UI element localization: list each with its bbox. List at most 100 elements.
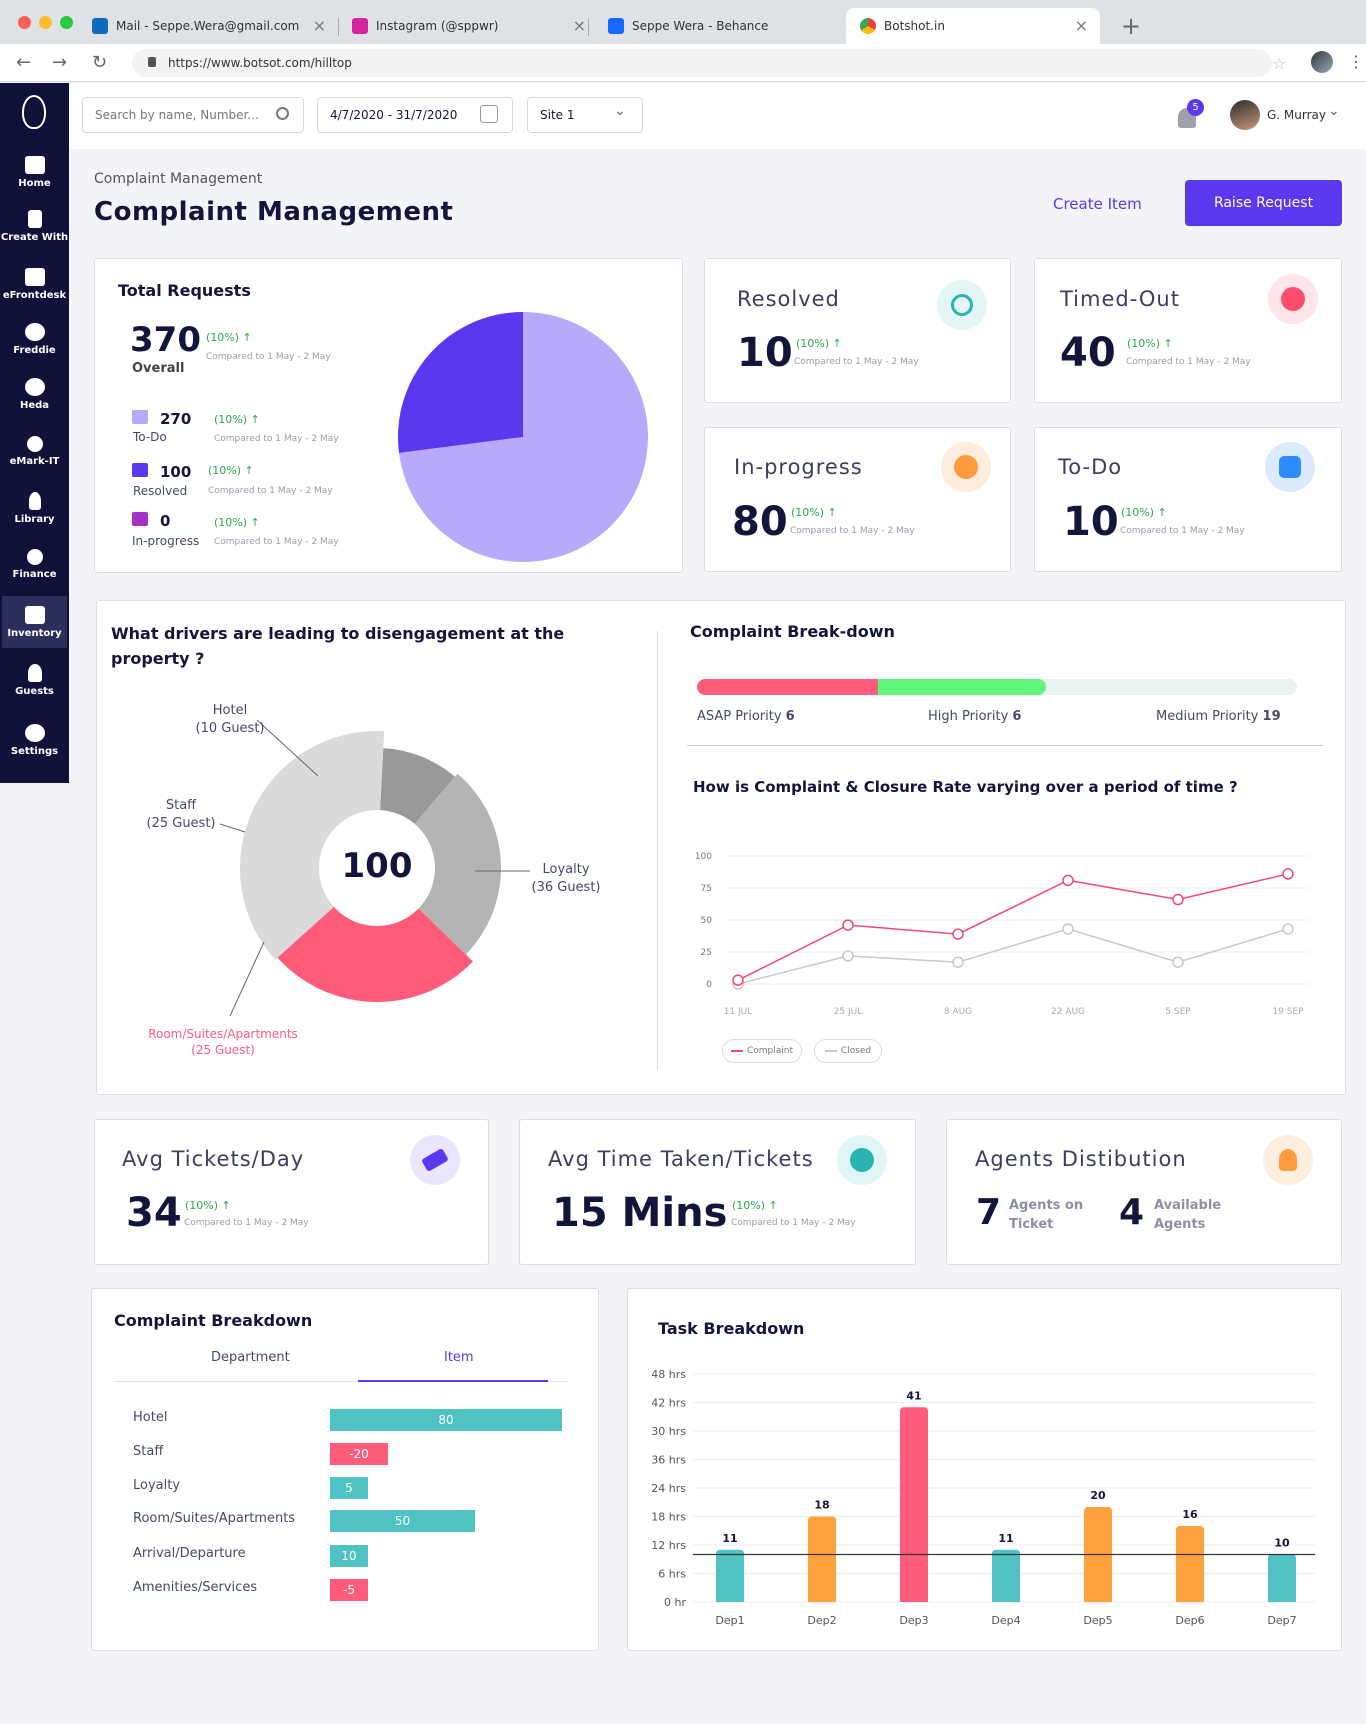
- bar-value-label: 18: [814, 1499, 829, 1512]
- sidebar-item-inventory[interactable]: Inventory: [2, 596, 67, 648]
- resolved-label: Resolved: [133, 484, 188, 498]
- user-name[interactable]: G. Murray: [1267, 108, 1326, 122]
- legend-complaint[interactable]: Complaint: [722, 1039, 802, 1063]
- bar-dep6[interactable]: [1176, 1526, 1204, 1602]
- chart-grid: [728, 855, 1308, 985]
- agents-on-ticket-label: Agents on Ticket: [1009, 1196, 1083, 1234]
- bar-category-label: Loyalty: [133, 1478, 181, 1493]
- calendar-icon[interactable]: [480, 105, 498, 123]
- data-point-closed: [1172, 956, 1184, 968]
- browser-tab-mail[interactable]: Mail - Seppe.Wera@gmail.com ×: [78, 8, 338, 44]
- priority-high: High Priority 6: [928, 709, 1021, 724]
- bar-loyalty[interactable]: 5: [330, 1477, 368, 1499]
- bar-dep1[interactable]: [716, 1549, 744, 1602]
- bar-arrival-departure[interactable]: 10: [330, 1545, 368, 1567]
- x-tick-label: 5 SEP: [1165, 1007, 1191, 1017]
- bar-dep2[interactable]: [808, 1516, 836, 1603]
- sidebar-item-guests[interactable]: Guests: [0, 652, 69, 708]
- bar-dep7[interactable]: [1268, 1554, 1296, 1603]
- browser-menu-icon[interactable]: ⋮: [1348, 52, 1364, 71]
- ticket-badge-icon: [410, 1135, 460, 1185]
- bar-hotel[interactable]: 80: [330, 1409, 562, 1431]
- sidebar-item-heda[interactable]: Heda: [0, 366, 69, 422]
- data-point-complaint: [732, 974, 744, 986]
- sidebar-item-finance[interactable]: Finance: [0, 536, 69, 592]
- close-tab-icon[interactable]: ×: [312, 16, 326, 35]
- y-tick-label: 24 hrs: [651, 1482, 686, 1495]
- kpi-compared: Compared to 1 May - 2 May: [731, 1218, 856, 1228]
- new-tab-icon[interactable]: +: [1121, 12, 1142, 40]
- data-point-complaint: [1062, 874, 1074, 887]
- label-name: Room/Suites/Apartments: [148, 1027, 298, 1041]
- date-range-picker[interactable]: 4/7/2020 - 31/7/2020: [317, 97, 513, 133]
- pie-slice-room-suites-apartments: [277, 868, 473, 1002]
- user-avatar[interactable]: [1230, 100, 1260, 130]
- data-point-complaint: [1172, 893, 1184, 906]
- bookmark-star-icon[interactable]: ☆: [1272, 54, 1287, 73]
- maximize-window-icon[interactable]: [60, 16, 73, 29]
- forward-icon[interactable]: →: [52, 52, 68, 73]
- bar-dep3[interactable]: [900, 1407, 928, 1602]
- site-select[interactable]: Site 1: [527, 97, 643, 133]
- tab-label: Mail - Seppe.Wera@gmail.com: [116, 19, 300, 33]
- arrow-up-icon: ↑: [1163, 337, 1173, 350]
- browser-tab-behance[interactable]: Seppe Wera - Behance: [594, 8, 844, 44]
- browser-tab-botshot[interactable]: Botshot.in ×: [846, 8, 1100, 44]
- in-progress-pct: (10%) ↑: [214, 516, 260, 529]
- url-field[interactable]: https://www.botsot.com/hilltop: [132, 49, 1272, 77]
- close-tab-icon[interactable]: ×: [572, 16, 586, 35]
- resolved-compared: Compared to 1 May - 2 May: [208, 486, 333, 496]
- legend-swatch-todo: [132, 410, 148, 424]
- raise-request-button[interactable]: Raise Request: [1185, 180, 1342, 226]
- divider: [657, 631, 658, 1070]
- todo-compared: Compared to 1 May - 2 May: [214, 434, 339, 444]
- pct-text: (10%): [185, 1199, 219, 1212]
- search-input[interactable]: [82, 97, 304, 133]
- y-tick-label: 50: [701, 916, 713, 926]
- kpi-value: 40: [1060, 330, 1116, 376]
- back-icon[interactable]: ←: [16, 52, 32, 73]
- bar-staff[interactable]: -20: [330, 1443, 388, 1465]
- sidebar-item-label: Freddie: [13, 344, 56, 356]
- refresh-icon: [954, 455, 978, 479]
- browser-tab-instagram[interactable]: Instagram (@sppwr) ×: [338, 8, 598, 44]
- chevron-down-icon[interactable]: ⌄: [1328, 103, 1340, 119]
- breadcrumb[interactable]: Complaint Management: [94, 171, 263, 187]
- sidebar-item-emark-it[interactable]: eMark-IT: [0, 423, 69, 479]
- tab-department[interactable]: Department: [211, 1350, 290, 1365]
- bar-room-suites-apartments[interactable]: 50: [330, 1510, 475, 1532]
- bar-amenities-services[interactable]: -5: [330, 1579, 368, 1601]
- y-tick-label: 0: [706, 980, 712, 990]
- profile-avatar[interactable]: [1311, 51, 1333, 73]
- legend-closed[interactable]: Closed: [814, 1039, 882, 1063]
- bar-category-label: Staff: [133, 1444, 164, 1459]
- create-item-link[interactable]: Create Item: [1053, 195, 1142, 213]
- close-tab-icon[interactable]: ×: [1074, 16, 1088, 35]
- desk-icon: [24, 267, 45, 286]
- bar-category-label: Amenities/Services: [133, 1580, 258, 1595]
- bar-dep4[interactable]: [992, 1549, 1020, 1602]
- priority-medium: Medium Priority 19: [1156, 709, 1281, 724]
- coins-icon: [26, 548, 43, 565]
- tab-item[interactable]: Item: [444, 1350, 474, 1365]
- sidebar-item-settings[interactable]: Settings: [0, 712, 69, 768]
- sidebar-item-efrontdesk[interactable]: eFrontdesk: [0, 256, 69, 312]
- x-tick-label: Dep7: [1267, 1614, 1296, 1627]
- tab-separator: [588, 18, 589, 36]
- search-icon[interactable]: [276, 107, 289, 120]
- pie-slice-staff: [377, 773, 502, 955]
- reload-icon[interactable]: ↻: [92, 52, 108, 73]
- close-window-icon[interactable]: [18, 16, 31, 29]
- priority-segment-asap: [697, 679, 878, 695]
- chart-series: [732, 868, 1294, 990]
- sidebar-item-create-with[interactable]: Create With: [0, 198, 69, 254]
- pct-text: (10%): [206, 331, 240, 344]
- sidebar-item-library[interactable]: Library: [0, 480, 69, 536]
- sidebar-item-home[interactable]: Home: [0, 144, 69, 200]
- user-icon: [27, 663, 42, 682]
- pct-text: (10%): [791, 506, 825, 519]
- sidebar-item-freddie[interactable]: Freddie: [0, 311, 69, 367]
- kpi-compared: Compared to 1 May - 2 May: [794, 357, 919, 367]
- minimize-window-icon[interactable]: [39, 16, 52, 29]
- checklist-icon: [1279, 456, 1301, 478]
